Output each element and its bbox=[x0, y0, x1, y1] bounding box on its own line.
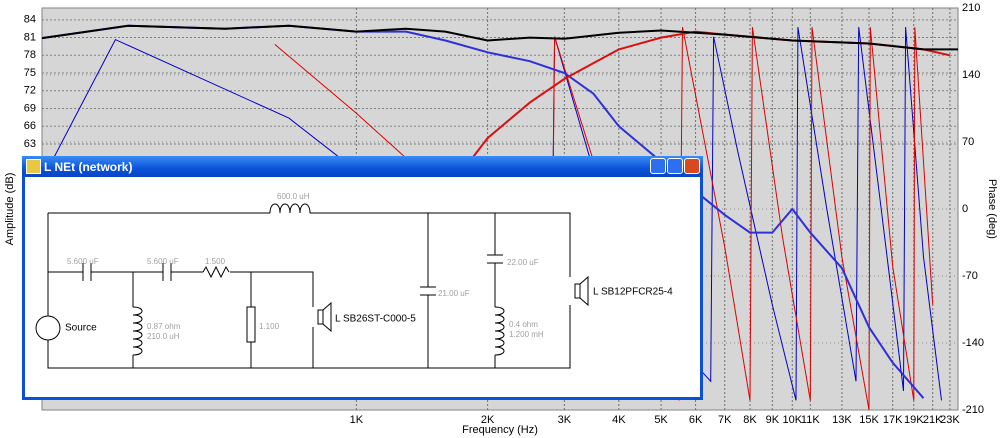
x-tick-label: 23K bbox=[940, 414, 960, 426]
component-label: 22.00 uF bbox=[507, 258, 539, 267]
y2-tick-label: 210 bbox=[962, 2, 980, 14]
x-tick-label: 2K bbox=[481, 414, 495, 426]
y-axis-label: Amplitude (dB) bbox=[4, 173, 16, 246]
window-title: L NEt (network) bbox=[44, 160, 133, 174]
component-label: 1.200 mH bbox=[509, 330, 544, 339]
y2-axis-label: Phase (deg) bbox=[986, 179, 998, 239]
x-tick-label: 6K bbox=[689, 414, 703, 426]
component-label: 1.500 bbox=[205, 257, 226, 266]
x-tick-label: 15K bbox=[859, 414, 879, 426]
x-tick-label: 7K bbox=[718, 414, 732, 426]
minimize-button[interactable] bbox=[650, 158, 666, 174]
component-label: 0.87 ohm bbox=[147, 322, 181, 331]
wiring bbox=[35, 203, 589, 369]
y-tick-label: 72 bbox=[24, 85, 36, 97]
title-bar: L NEt (network) bbox=[22, 156, 703, 177]
x-tick-label: 9K bbox=[766, 414, 780, 426]
x-tick-label: 19K bbox=[904, 414, 924, 426]
x-axis-label: Frequency (Hz) bbox=[462, 424, 538, 436]
x-tick-label: 11K bbox=[801, 414, 820, 426]
x-tick-label: 8K bbox=[743, 414, 757, 426]
schematic: Source L SB26ST-C000-5 L SB12PFCR25-4 60… bbox=[35, 192, 673, 369]
component-label: 1.100 bbox=[259, 322, 280, 331]
y2-tick-label: 0 bbox=[962, 203, 968, 215]
y-tick-label: 63 bbox=[24, 138, 36, 150]
y-tick-label: 69 bbox=[24, 102, 36, 114]
x-tick-label: 4K bbox=[612, 414, 626, 426]
y2-tick-label: -140 bbox=[962, 337, 984, 349]
y2-tick-label: -70 bbox=[962, 270, 978, 282]
y-tick-label: 84 bbox=[24, 14, 36, 26]
component-label: 600.0 uH bbox=[277, 192, 310, 201]
x-tick-label: 1K bbox=[350, 414, 364, 426]
component-label: 5.600 uF bbox=[147, 257, 179, 266]
driver-label: L SB12PFCR25-4 bbox=[593, 287, 673, 298]
x-tick-label: 21K bbox=[923, 414, 943, 426]
window-icon bbox=[26, 159, 41, 174]
y-tick-label: 66 bbox=[24, 120, 36, 132]
component-label: 5.600 uF bbox=[67, 257, 99, 266]
x-tick-label: 3K bbox=[558, 414, 572, 426]
component-label: 21.00 uF bbox=[438, 289, 470, 298]
component-label: 0.4 ohm bbox=[509, 320, 538, 329]
driver-label: L SB26ST-C000-5 bbox=[335, 314, 416, 325]
network-window: L NEt (network) Source L SB26ST-C000-5 L… bbox=[22, 156, 703, 400]
y2-tick-label: -210 bbox=[962, 404, 984, 416]
x-tick-label: 13K bbox=[832, 414, 852, 426]
y-tick-label: 75 bbox=[24, 67, 36, 79]
component-label: 210.0 uH bbox=[147, 332, 180, 341]
series-line bbox=[41, 24, 958, 51]
y-tick-label: 78 bbox=[24, 49, 36, 61]
maximize-button[interactable] bbox=[667, 158, 683, 174]
y2-tick-label: 70 bbox=[962, 136, 974, 148]
x-tick-label: 5K bbox=[654, 414, 668, 426]
y-tick-label: 81 bbox=[24, 31, 36, 43]
source-label: Source bbox=[65, 323, 97, 334]
x-tick-label: 17K bbox=[883, 414, 903, 426]
y2-tick-label: 140 bbox=[962, 69, 980, 81]
close-button[interactable] bbox=[684, 158, 700, 174]
x-tick-label: 10K bbox=[782, 414, 802, 426]
